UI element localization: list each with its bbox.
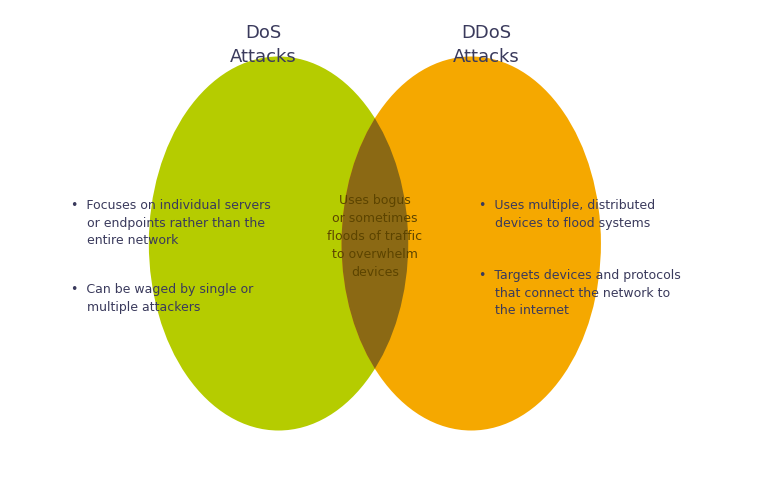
Text: DDoS
Attacks: DDoS Attacks	[452, 24, 520, 66]
Text: •  Focuses on individual servers
    or endpoints rather than the
    entire net: • Focuses on individual servers or endpo…	[71, 199, 271, 247]
Text: •  Can be waged by single or
    multiple attackers: • Can be waged by single or multiple att…	[71, 283, 253, 314]
Ellipse shape	[341, 56, 601, 431]
Text: •  Targets devices and protocols
    that connect the network to
    the interne: • Targets devices and protocols that con…	[479, 269, 680, 317]
Text: •  Uses multiple, distributed
    devices to flood systems: • Uses multiple, distributed devices to …	[479, 199, 655, 229]
Ellipse shape	[341, 56, 601, 431]
Text: Uses bogus
or sometimes
floods of traffic
to overwhelm
devices: Uses bogus or sometimes floods of traffi…	[327, 194, 422, 279]
Ellipse shape	[149, 56, 408, 431]
Text: DoS
Attacks: DoS Attacks	[230, 24, 297, 66]
